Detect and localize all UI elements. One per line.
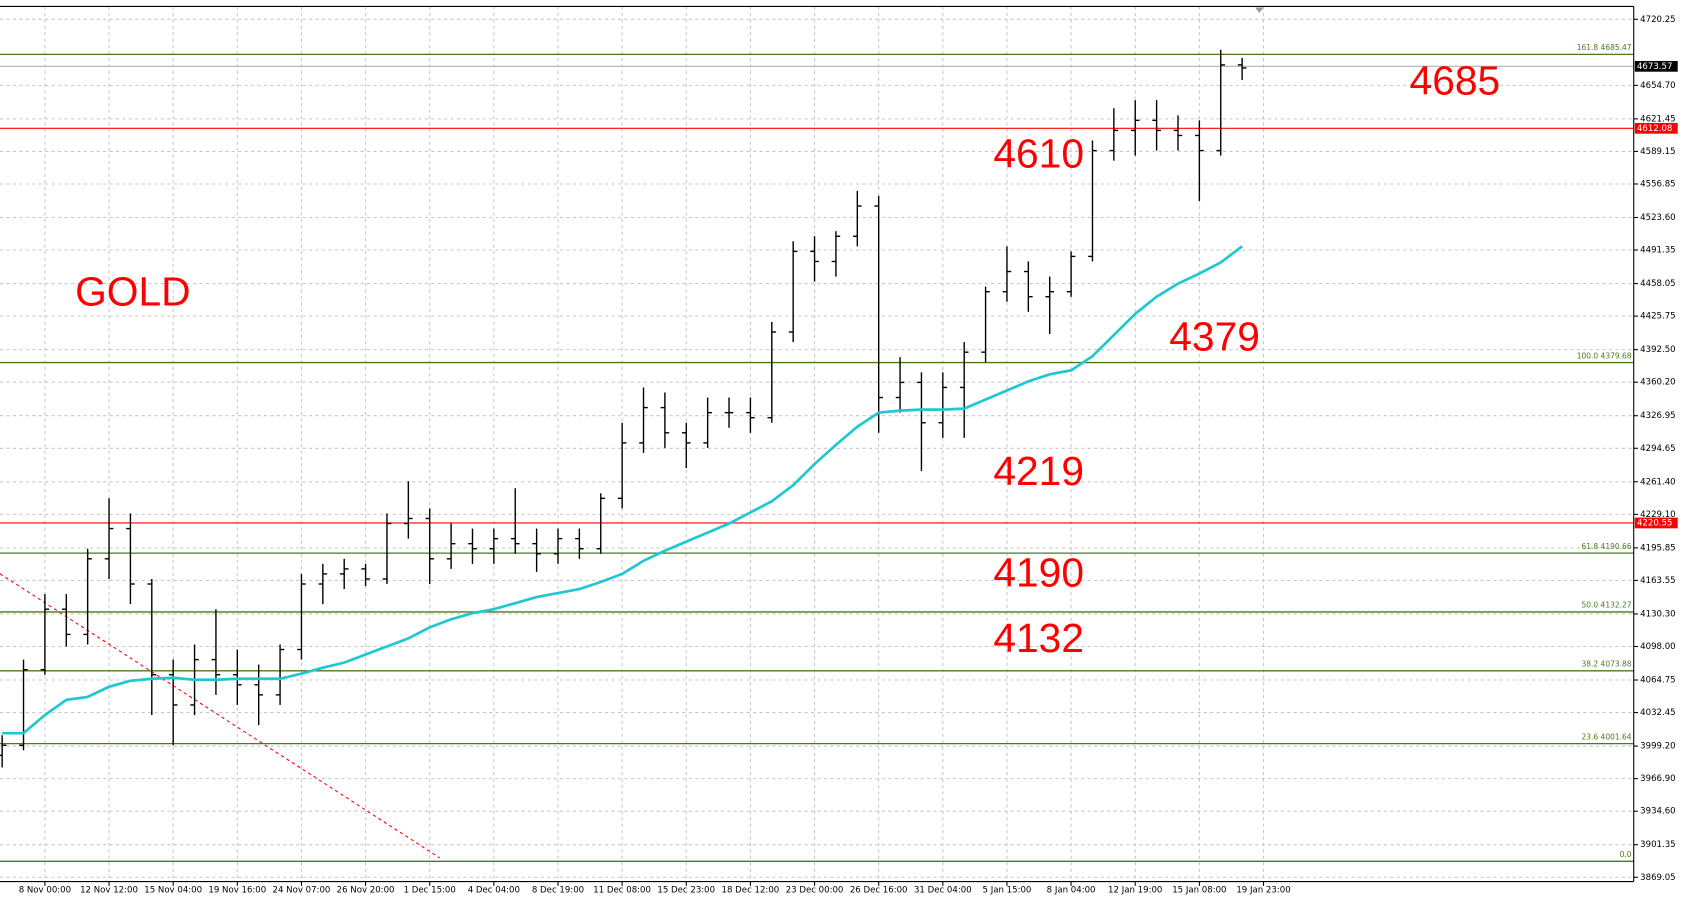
y-tick-label: 4098.00 (1640, 642, 1675, 652)
y-tick-label: 4556.85 (1640, 179, 1675, 189)
fib-label: 161.8 4685.47 (1577, 43, 1632, 52)
y-tick-label: 4163.55 (1640, 576, 1675, 586)
y-tick-label: 4261.40 (1640, 477, 1675, 487)
fib-label: 50.0 4132.27 (1581, 601, 1631, 610)
y-tick-label: 4326.95 (1640, 411, 1675, 421)
annotation: 4610 (993, 130, 1084, 176)
y-tick-label: 3966.90 (1640, 774, 1675, 784)
moving-average (2, 245, 1243, 735)
x-tick-label: 19 Nov 16:00 (208, 886, 266, 896)
annotation: 4190 (993, 550, 1084, 596)
x-tick-label: 11 Dec 08:00 (593, 886, 651, 896)
fib-label: 0.0 (1620, 850, 1632, 859)
y-tick-label: 4458.05 (1640, 279, 1675, 289)
y-tick-label: 4425.75 (1640, 312, 1675, 322)
price-line-label: 4220.55 (1637, 518, 1672, 528)
y-tick-label: 4491.35 (1640, 246, 1675, 256)
y-tick-label: 3901.35 (1640, 840, 1675, 850)
y-tick-label: 4621.45 (1640, 114, 1675, 124)
x-tick-label: 8 Dec 19:00 (532, 886, 584, 896)
shift-marker (1255, 7, 1264, 13)
x-tick-label: 19 Jan 23:00 (1236, 886, 1290, 896)
fib-label: 38.2 4073.88 (1581, 660, 1631, 669)
x-tick-label: 4 Dec 04:00 (468, 886, 520, 896)
y-tick-label: 4720.25 (1640, 15, 1675, 25)
annotations: GOLD 4685 4610 4379 4219 4190 4132 (75, 57, 1500, 661)
x-tick-label: 18 Dec 12:00 (722, 886, 780, 896)
x-tick-label: 15 Jan 08:00 (1172, 886, 1226, 896)
x-tick-label: 12 Nov 12:00 (80, 886, 138, 896)
fib-label: 100.0 4379.68 (1577, 351, 1632, 360)
levels: 161.8 4685.47 100.0 4379.68 61.8 4190.66 50… (0, 43, 1634, 862)
y-tick-label: 4195.85 (1640, 543, 1675, 553)
price-line-box (1634, 517, 1678, 529)
grid (0, 6, 1634, 882)
y-tick-label: 3934.60 (1640, 807, 1675, 817)
y-tick-label: 4589.15 (1640, 147, 1675, 157)
x-tick-label: 8 Nov 00:00 (19, 886, 71, 896)
current-price-box (1634, 60, 1678, 72)
current-price-label: 4673.57 (1637, 62, 1672, 72)
price-line-box (1634, 122, 1678, 134)
y-tick-label: 4032.45 (1640, 708, 1675, 718)
y-tick-label: 4392.50 (1640, 345, 1675, 355)
x-tick-label: 8 Jan 04:00 (1047, 886, 1096, 896)
y-tick-label: 4130.30 (1640, 609, 1675, 619)
fib-label: 61.8 4190.66 (1581, 542, 1631, 551)
y-tick-label: 4229.10 (1640, 510, 1675, 520)
annotation: GOLD (75, 269, 191, 315)
annotation: 4219 (993, 448, 1084, 494)
y-tick-label: 4523.60 (1640, 213, 1675, 223)
x-tick-label: 15 Nov 04:00 (144, 886, 202, 896)
x-tick-label: 15 Dec 23:00 (657, 886, 715, 896)
y-tick-label: 4294.65 (1640, 444, 1675, 454)
x-tick-label: 26 Nov 20:00 (337, 886, 395, 896)
bars (0, 49, 1247, 768)
price-line-label: 4612.08 (1637, 124, 1672, 134)
y-tick-label: 4064.75 (1640, 676, 1675, 686)
x-tick-label: 5 Jan 15:00 (983, 886, 1032, 896)
fib-label: 23.6 4001.64 (1581, 732, 1631, 741)
annotation: 4379 (1169, 314, 1260, 360)
y-tick-label: 3869.05 (1640, 873, 1675, 883)
x-tick-label: 23 Dec 00:00 (786, 886, 844, 896)
y-tick-label: 3999.20 (1640, 742, 1675, 752)
x-tick-label: 1 Dec 15:00 (404, 886, 456, 896)
x-tick-label: 12 Jan 19:00 (1108, 886, 1162, 896)
x-tick-label: 31 Dec 04:00 (914, 886, 972, 896)
x-tick-label: 24 Nov 07:00 (273, 886, 331, 896)
y-tick-label: 4654.70 (1640, 81, 1675, 91)
annotation: 4132 (993, 615, 1084, 661)
axes: 4720.25 4654.70 4621.45 4589.15 4556.85 4523.… (0, 5, 1678, 896)
x-tick-label: 26 Dec 16:00 (850, 886, 908, 896)
annotation: 4685 (1410, 57, 1501, 103)
y-tick-label: 4360.20 (1640, 378, 1675, 388)
